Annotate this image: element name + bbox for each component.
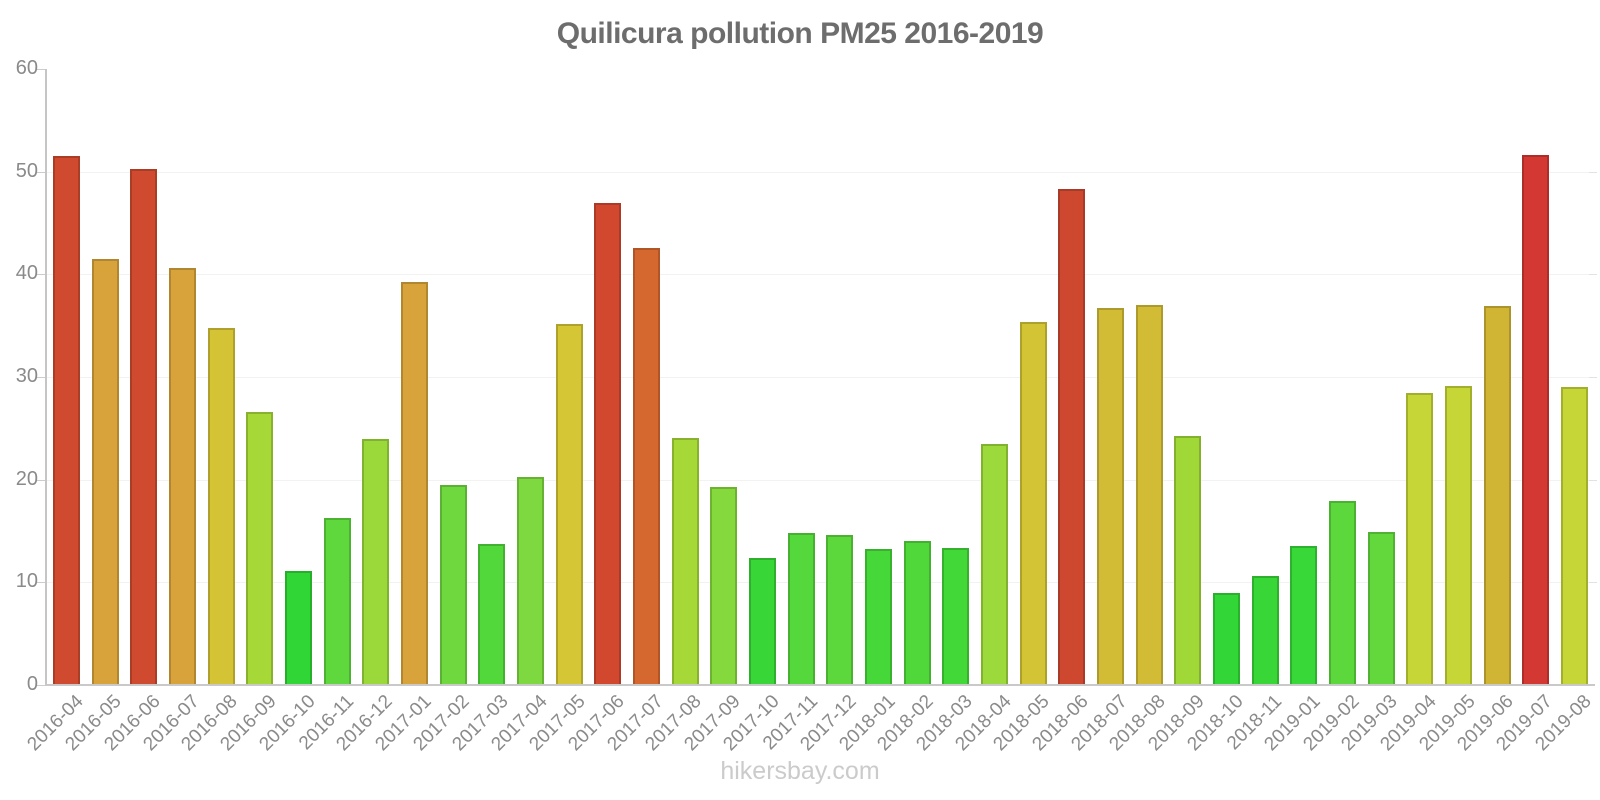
y-tick-20 [37,479,45,481]
bar-2018-06[interactable] [1058,189,1086,684]
bar-2017-05[interactable] [555,323,583,684]
bar-2017-11[interactable] [787,533,815,684]
bar-2016-10[interactable] [285,571,312,684]
y-tick-40 [37,274,45,276]
y-tick-right-40 [1589,274,1597,276]
y-axis-label-30: 30 [15,365,38,387]
y-tick-30 [37,377,45,378]
bar-2018-05[interactable] [1019,321,1047,684]
gridline-10 [47,582,1595,584]
bar-2018-11[interactable] [1251,576,1279,684]
y-axis-label-20: 20 [15,467,38,490]
bar-2019-07[interactable] [1522,155,1550,684]
bar-2017-04[interactable] [517,476,544,684]
gridline-50 [47,171,1595,173]
bar-2018-10[interactable] [1213,592,1240,684]
bar-2017-07[interactable] [633,247,660,684]
bar-2016-12[interactable] [362,438,390,684]
bar-2017-03[interactable] [478,544,506,684]
bar-2016-09[interactable] [246,411,274,684]
gridline-40 [47,274,1595,276]
bar-2016-07[interactable] [169,268,196,684]
y-axis-label-60: 60 [15,57,38,79]
chart-title: Quilicura pollution PM25 2016-2019 [556,17,1044,50]
bar-2016-11[interactable] [323,517,351,684]
bar-2018-09[interactable] [1174,435,1202,684]
y-tick-right-30 [1589,377,1597,378]
x-axis-baseline [45,684,1595,686]
bar-2018-01[interactable] [865,549,892,684]
bar-2016-08[interactable] [207,327,235,684]
y-tick-50 [37,171,45,173]
y-tick-right-20 [1589,479,1597,481]
bar-2017-12[interactable] [826,535,854,684]
gridline-20 [47,479,1595,481]
y-tick-right-50 [1589,171,1597,173]
bar-2019-08[interactable] [1561,387,1588,684]
bar-2017-10[interactable] [749,557,776,684]
y-tick-10 [37,582,45,584]
y-tick-right-10 [1589,582,1597,584]
source-watermark: hikersbay.com [720,757,880,785]
bar-2017-08[interactable] [671,437,699,684]
bar-2019-03[interactable] [1367,532,1395,684]
bar-2019-05[interactable] [1445,386,1472,684]
bar-2016-05[interactable] [91,258,119,684]
bar-2016-06[interactable] [130,168,158,684]
y-axis-label-10: 10 [15,570,38,593]
bar-2017-09[interactable] [710,486,738,684]
bar-2018-04[interactable] [981,443,1008,684]
bar-2018-07[interactable] [1097,308,1124,684]
bar-2018-02[interactable] [903,541,931,684]
y-axis-label-0: 0 [26,673,38,695]
bar-2019-01[interactable] [1290,546,1318,684]
y-axis-line [45,69,47,685]
gridline-30 [47,377,1595,378]
bar-2018-03[interactable] [942,548,970,684]
y-tick-60 [37,69,45,70]
y-axis-label-50: 50 [15,159,38,182]
bar-2018-08[interactable] [1135,305,1163,684]
bar-2019-06[interactable] [1483,306,1511,684]
bar-2016-04[interactable] [53,156,80,684]
bar-2019-02[interactable] [1329,501,1356,684]
y-axis-label-40: 40 [15,262,38,285]
y-tick-0 [37,685,45,686]
bar-2017-02[interactable] [439,484,467,684]
bar-2017-01[interactable] [401,281,428,684]
bar-2017-06[interactable] [594,203,622,684]
bar-2019-04[interactable] [1406,393,1434,684]
